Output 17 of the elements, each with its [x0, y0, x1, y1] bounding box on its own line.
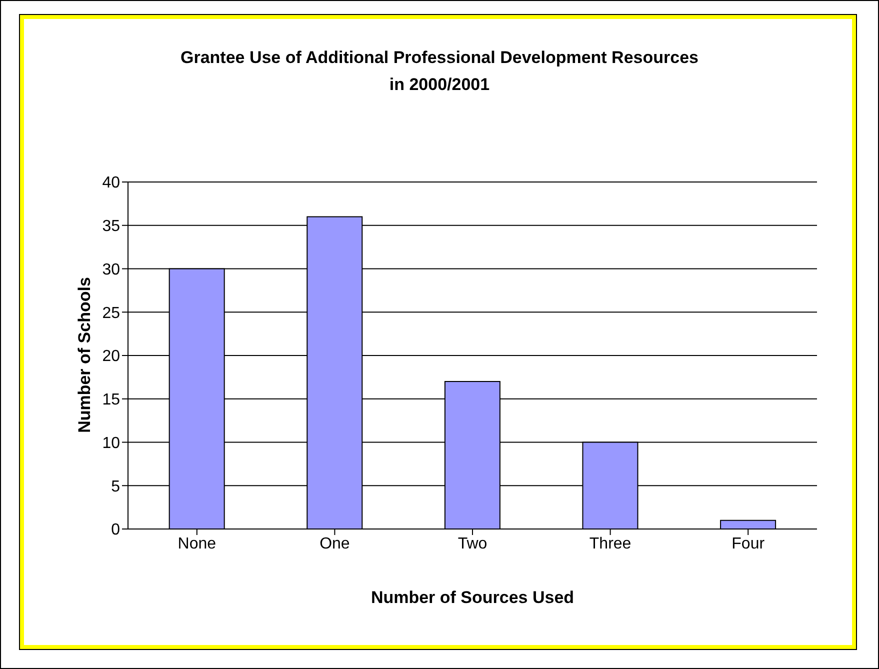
y-tick-label: 0 — [111, 522, 120, 539]
x-tick-label: Three — [589, 535, 632, 552]
y-tick-label: 15 — [102, 392, 120, 409]
y-tick-label: 35 — [102, 218, 120, 236]
y-tick-label: 30 — [102, 261, 120, 278]
x-tick-label: Two — [458, 535, 488, 552]
y-tick-label: 25 — [102, 304, 120, 322]
y-axis-title: Number of Schools — [75, 277, 95, 433]
x-tick-label: None — [178, 535, 216, 552]
x-tick-label: One — [320, 535, 350, 552]
x-axis-title: Number of Sources Used — [370, 588, 576, 608]
chart-title: Grantee Use of Additional Professional Development Resources in 2000/2001 — [179, 47, 700, 96]
y-tick-label: 20 — [102, 348, 120, 366]
y-tick-label: 10 — [102, 434, 120, 452]
y-tick-label: 40 — [102, 174, 120, 192]
x-tick-label: Four — [732, 535, 766, 552]
y-tick-label: 5 — [111, 478, 120, 496]
